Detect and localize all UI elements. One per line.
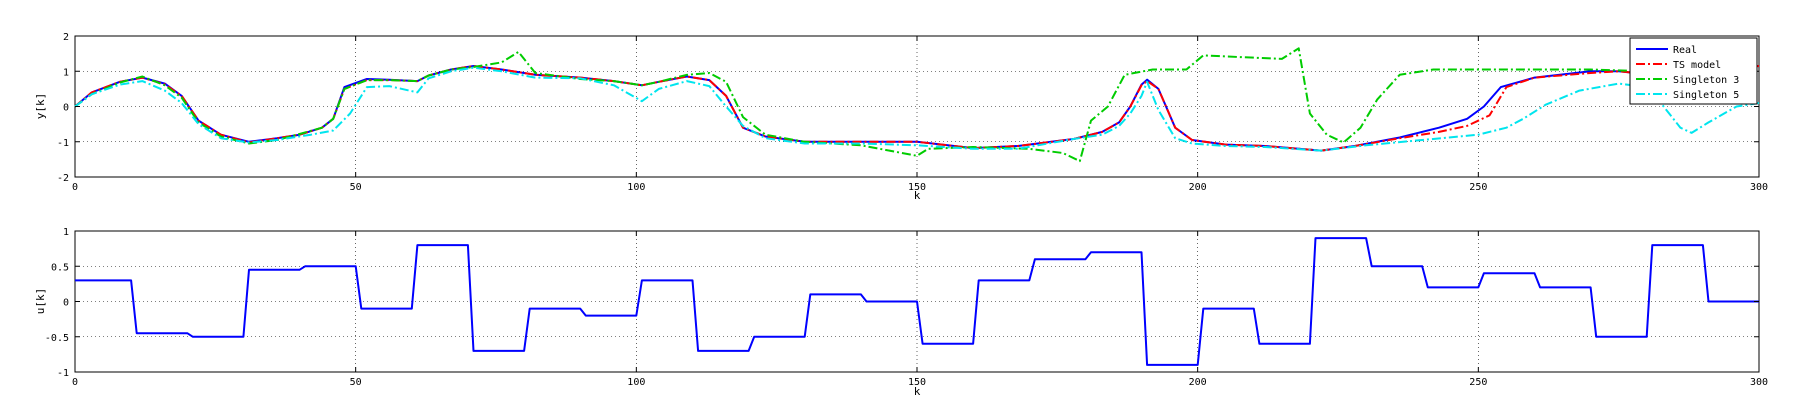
- plot-u-xtick-label: 0: [72, 377, 78, 388]
- plot-u-ylabel: u[k]: [34, 288, 47, 315]
- legend-label-singleton-5: Singleton 5: [1673, 90, 1739, 101]
- plot-u-series: [75, 237, 1759, 366]
- plot-y-line-singleton-3: [74, 47, 1737, 163]
- plot-u-line-series-0: [75, 237, 1759, 366]
- plot-u-ytick-label: 0.5: [51, 262, 69, 273]
- plot-y-xtick-label: 0: [72, 182, 78, 193]
- plot-y-xtick-label: 300: [1750, 182, 1768, 193]
- plot-y-xlabel: k: [914, 189, 921, 202]
- legend-label-singleton-3: Singleton 3: [1673, 75, 1739, 86]
- plot-u-ytick-label: -1: [57, 368, 69, 379]
- plot-u-xtick-label: 100: [627, 377, 645, 388]
- plot-u-xtick-label: 300: [1750, 377, 1768, 388]
- legend-label-real: Real: [1673, 45, 1697, 56]
- plot-y-xtick-label: 150: [908, 182, 926, 193]
- plot-u-ytick-label: 0: [63, 298, 69, 309]
- plot-u-xtick-label: 150: [908, 377, 926, 388]
- plot-y-line-singleton-5: [74, 66, 1760, 152]
- plot-y-ytick-label: 1: [63, 67, 69, 78]
- plot-y-ticks: 0 50 100 150 200 250 300 -2 -1 0 1 2: [57, 32, 1768, 193]
- legend: Real TS model Singleton 3 Singleton 5: [1629, 37, 1758, 105]
- plot-y-xtick-label: 100: [627, 182, 645, 193]
- plot-y-series: [74, 47, 1760, 163]
- plot-u-ytick-label: -0.5: [45, 333, 69, 344]
- plot-y-ylabel: y[k]: [34, 93, 47, 120]
- plot-y-xtick-label: 250: [1469, 182, 1487, 193]
- plot-u-ticks: 0 50 100 150 200 250 300 -1 -0.5 0 0.5 1: [45, 227, 1768, 388]
- plot-u-ytick-label: 1: [63, 227, 69, 238]
- plot-u-xtick-label: 50: [350, 377, 362, 388]
- plot-u-xtick-label: 200: [1189, 377, 1207, 388]
- plot-y-xtick-label: 50: [350, 182, 362, 193]
- plot-u: 0 50 100 150 200 250 300 -1 -0.5 0 0.5 1 k u[k]: [34, 227, 1768, 398]
- plot-y-ytick-label: 0: [63, 103, 69, 114]
- plot-u-xlabel: k: [914, 385, 921, 398]
- plot-y-ytick-label: -2: [57, 173, 69, 184]
- plot-y-xtick-label: 200: [1189, 182, 1207, 193]
- legend-label-ts-model: TS model: [1673, 60, 1721, 71]
- plot-y-ytick-label: -1: [57, 138, 69, 149]
- plot-u-xtick-label: 250: [1469, 377, 1487, 388]
- plot-y: 0 50 100 150 200 250 300 -2 -1 0 1 2 k y[k] Real TS…: [34, 32, 1768, 202]
- plot-y-ytick-label: 2: [63, 32, 69, 43]
